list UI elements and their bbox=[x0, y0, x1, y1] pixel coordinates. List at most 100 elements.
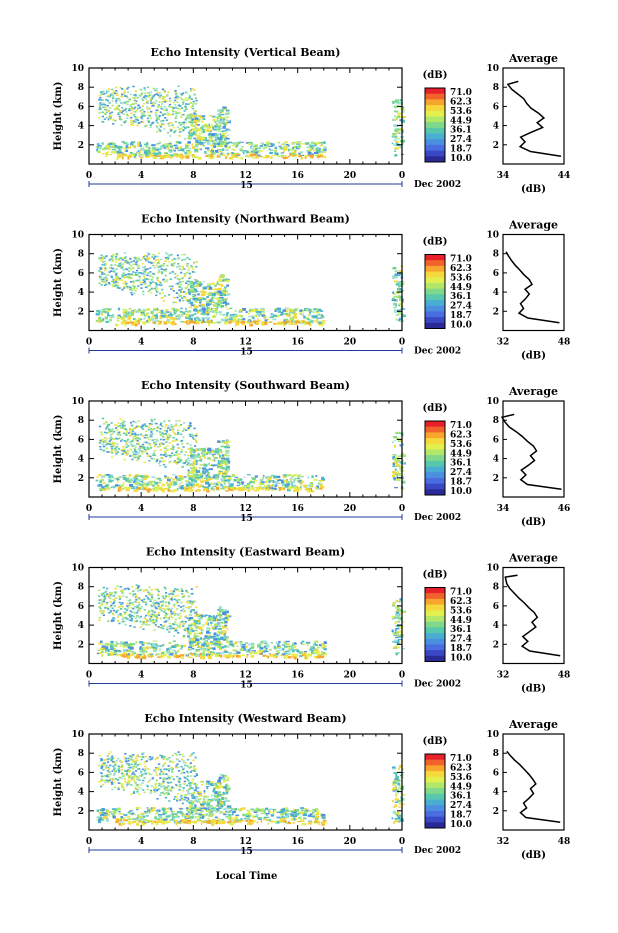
average-frame bbox=[503, 235, 564, 331]
average-title: Average bbox=[508, 552, 558, 565]
colorbar-label: 10.0 bbox=[450, 154, 472, 164]
average-title: Average bbox=[508, 718, 558, 731]
day-label: 15 bbox=[240, 847, 253, 857]
average-y-tick-label: 8 bbox=[493, 749, 499, 759]
average-y-tick-label: 6 bbox=[493, 269, 499, 279]
x-tick-label: 4 bbox=[138, 504, 144, 514]
colorbar-segment bbox=[425, 311, 445, 317]
colorbar-segment bbox=[425, 294, 445, 300]
average-y-tick-label: 10 bbox=[486, 730, 499, 740]
x-tick-label: 0 bbox=[86, 837, 92, 847]
average-y-tick-label: 8 bbox=[493, 416, 499, 426]
panel-title: Echo Intensity (Northward Beam) bbox=[141, 213, 350, 226]
panel-title: Echo Intensity (Southward Beam) bbox=[141, 379, 350, 392]
average-profile-line bbox=[507, 751, 560, 822]
colorbar-segment bbox=[425, 478, 445, 484]
y-tick-label: 4 bbox=[78, 455, 84, 465]
colorbar-segment bbox=[425, 777, 445, 783]
colorbar-segment bbox=[425, 805, 445, 811]
colorbar-segment bbox=[425, 94, 445, 100]
echo-intensity-field bbox=[96, 418, 406, 493]
average-y-tick-label: 8 bbox=[493, 250, 499, 260]
x-axis-label: Local Time bbox=[216, 871, 278, 882]
date-label: Dec 2002 bbox=[414, 680, 461, 690]
average-x-tick-label: 46 bbox=[558, 504, 571, 514]
colorbar-segment bbox=[425, 794, 445, 800]
date-label: Dec 2002 bbox=[414, 846, 461, 856]
colorbar-label: 10.0 bbox=[450, 654, 472, 664]
colorbar-segment bbox=[425, 650, 445, 656]
y-tick-label: 8 bbox=[78, 83, 84, 93]
average-y-tick-label: 2 bbox=[493, 307, 499, 317]
panel-title: Echo Intensity (Westward Beam) bbox=[144, 712, 346, 725]
average-x-label: (dB) bbox=[521, 351, 546, 362]
x-tick-label: 8 bbox=[190, 837, 196, 847]
x-tick-label: 20 bbox=[344, 504, 357, 514]
colorbar-unit: (dB) bbox=[423, 736, 448, 747]
colorbar-segment bbox=[425, 99, 445, 105]
colorbar-segment bbox=[425, 639, 445, 645]
y-axis-label: Height (km) bbox=[53, 415, 64, 484]
colorbar-segment bbox=[425, 811, 445, 817]
y-tick-label: 2 bbox=[78, 474, 84, 484]
day-label: 15 bbox=[240, 348, 253, 358]
colorbar-unit: (dB) bbox=[423, 70, 448, 81]
average-y-tick-label: 10 bbox=[486, 231, 499, 241]
y-tick-label: 2 bbox=[78, 640, 84, 650]
y-tick-label: 2 bbox=[78, 307, 84, 317]
average-y-tick-label: 2 bbox=[493, 474, 499, 484]
echo-intensity-field bbox=[96, 751, 406, 826]
colorbar-segment bbox=[425, 644, 445, 650]
colorbar-segment bbox=[425, 260, 445, 266]
date-label: Dec 2002 bbox=[414, 513, 461, 523]
x-tick-label: 0 bbox=[86, 338, 92, 348]
colorbar-segment bbox=[425, 421, 445, 427]
colorbar-segment bbox=[425, 588, 445, 594]
y-axis-label: Height (km) bbox=[53, 748, 64, 817]
average-x-label: (dB) bbox=[521, 850, 546, 861]
colorbar-segment bbox=[425, 306, 445, 312]
y-tick-label: 4 bbox=[78, 122, 84, 132]
colorbar-segment bbox=[425, 472, 445, 478]
y-tick-label: 6 bbox=[78, 269, 84, 279]
colorbar-segment bbox=[425, 289, 445, 295]
y-axis-label: Height (km) bbox=[53, 581, 64, 650]
average-y-tick-label: 4 bbox=[493, 288, 499, 298]
colorbar-segment bbox=[425, 656, 445, 662]
colorbar-label: 10.0 bbox=[450, 321, 472, 331]
colorbar-segment bbox=[425, 266, 445, 272]
x-tick-label: 12 bbox=[239, 171, 252, 181]
colorbar-segment bbox=[425, 461, 445, 467]
colorbar-segment bbox=[425, 800, 445, 806]
colorbar-segment bbox=[425, 151, 445, 157]
y-tick-label: 10 bbox=[71, 231, 84, 241]
average-x-tick-label: 32 bbox=[497, 338, 510, 348]
colorbar-segment bbox=[425, 622, 445, 628]
x-tick-label: 0 bbox=[86, 504, 92, 514]
average-profile-line bbox=[508, 81, 561, 156]
panel-title: Echo Intensity (Vertical Beam) bbox=[150, 46, 340, 59]
average-y-tick-label: 6 bbox=[493, 602, 499, 612]
average-y-tick-label: 2 bbox=[493, 640, 499, 650]
x-tick-label: 20 bbox=[344, 837, 357, 847]
y-tick-label: 4 bbox=[78, 621, 84, 631]
colorbar-segment bbox=[425, 145, 445, 151]
x-tick-label: 8 bbox=[190, 338, 196, 348]
average-y-tick-label: 4 bbox=[493, 122, 499, 132]
average-y-tick-label: 10 bbox=[486, 64, 499, 74]
x-tick-label: 20 bbox=[344, 671, 357, 681]
colorbar-segment bbox=[425, 438, 445, 444]
x-tick-label: 16 bbox=[291, 504, 304, 514]
colorbar-segment bbox=[425, 771, 445, 777]
colorbar-segment bbox=[425, 484, 445, 490]
x-tick-label: 4 bbox=[138, 671, 144, 681]
x-tick-label: 16 bbox=[291, 671, 304, 681]
average-title: Average bbox=[508, 219, 558, 232]
day-label: 15 bbox=[240, 514, 253, 524]
y-tick-label: 6 bbox=[78, 102, 84, 112]
colorbar-segment bbox=[425, 788, 445, 794]
average-x-tick-label: 32 bbox=[497, 837, 510, 847]
